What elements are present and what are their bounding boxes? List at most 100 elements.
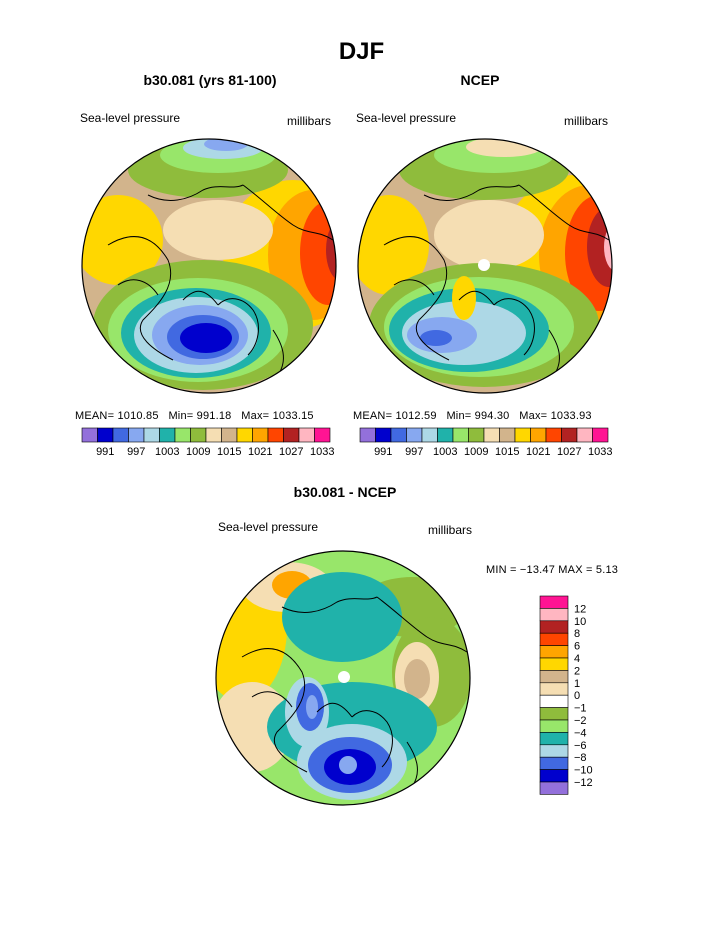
- panel1-min-value: 991.18: [196, 410, 232, 422]
- panel1-colorbar-box: [174, 427, 191, 443]
- panel3-stats: MIN = −13.47 MAX = 5.13: [486, 564, 619, 576]
- panel3-colorbar-box: [539, 682, 569, 696]
- panel1-colorbar-tick-label: 1033: [310, 446, 334, 458]
- panel3-title: b30.081 - NCEP: [293, 484, 397, 500]
- panel3-colorbar-box: [539, 595, 569, 609]
- panel2-max-value: 1033.93: [550, 410, 592, 422]
- panel2-colorbar-box: [514, 427, 531, 443]
- panel1-max-value: 1033.15: [272, 410, 314, 422]
- panel1-units-label: millibars: [287, 114, 332, 128]
- panel2-colorbar-tick-label: 1015: [495, 446, 519, 458]
- panel3-colorbar-tick-label: 10: [574, 616, 586, 628]
- panel3-units-label: millibars: [428, 523, 473, 537]
- panel2-title: NCEP: [460, 72, 500, 88]
- panel3-colorbar-tick-label: −12: [574, 777, 593, 789]
- panel3-colorbar-box: [539, 732, 569, 746]
- panel3-colorbar-tick-label: −4: [574, 727, 587, 739]
- panel3-colorbar-box: [539, 620, 569, 634]
- panel3-colorbar-box: [539, 769, 569, 783]
- panel3-colorbar-tick-label: −10: [574, 765, 593, 777]
- panel2-colorbar-box: [468, 427, 485, 443]
- panel1-title: b30.081 (yrs 81-100): [143, 72, 277, 88]
- panel3-colorbar-tick-label: 0: [574, 690, 580, 702]
- panel1-colorbar-box: [205, 427, 222, 443]
- panel3-colorbar-tick-label: 12: [574, 603, 586, 615]
- panel2-mean-label: MEAN=: [353, 410, 393, 422]
- panel3-colorbar-box: [539, 781, 569, 795]
- panel1-polar-map: [81, 138, 337, 394]
- panel1-mean-value: 1010.85: [117, 410, 159, 422]
- panel3-colorbar-box: [539, 756, 569, 770]
- panel2-min-value: 994.30: [474, 410, 510, 422]
- panel3-colorbar-tick-label: −8: [574, 752, 587, 764]
- panel2-colorbar-box: [499, 427, 516, 443]
- panel3-colorbar-box: [539, 645, 569, 659]
- panel1-colorbar-box: [159, 427, 176, 443]
- panel3-colorbar-tick-label: 6: [574, 641, 580, 653]
- panel1-colorbar-box: [267, 427, 284, 443]
- panel3-colorbar-box: [539, 719, 569, 733]
- panel3-colorbar-tick-label: 8: [574, 628, 580, 640]
- panel3-colorbar-tick-label: 2: [574, 665, 580, 677]
- panel2-colorbar-box: [530, 427, 547, 443]
- panel1-colorbar: 991 997 1003 1009 1015 1021 1027 1033: [81, 427, 334, 458]
- panel1-stats: MEAN= 1010.85 Min= 991.18 Max= 1033.15: [75, 410, 314, 422]
- panel1-colorbar-box: [128, 427, 145, 443]
- panel1-colorbar-tick-label: 1027: [279, 446, 303, 458]
- panel1-colorbar-box: [112, 427, 129, 443]
- panel2-colorbar-box: [483, 427, 500, 443]
- panel1-colorbar-box: [236, 427, 253, 443]
- panel2-colorbar-box: [452, 427, 469, 443]
- panel2-colorbar-box: [592, 427, 609, 443]
- panel1-colorbar-box: [298, 427, 315, 443]
- panel2-colorbar-box: [375, 427, 392, 443]
- panel2-units-label: millibars: [564, 114, 609, 128]
- panel3-colorbar-box: [539, 707, 569, 721]
- panel3-colorbar-tick-label: −2: [574, 715, 587, 727]
- panel2-colorbar-box: [561, 427, 578, 443]
- panel3-colorbar-tick-label: 4: [574, 653, 580, 665]
- panel2-colorbar-tick-label: 997: [405, 446, 423, 458]
- panel2-variable-label: Sea-level pressure: [356, 111, 457, 125]
- panel2-colorbar-tick-label: 1027: [557, 446, 581, 458]
- panel3-colorbar-box: [539, 744, 569, 758]
- page-title: DJF: [338, 38, 385, 65]
- panel1-colorbar-box: [143, 427, 160, 443]
- panel1-colorbar-tick-label: 997: [127, 446, 145, 458]
- panel1-mean-label: MEAN=: [75, 410, 115, 422]
- panel1-colorbar-box: [81, 427, 98, 443]
- panel2-colorbar-box: [406, 427, 423, 443]
- panel2-colorbar-box: [437, 427, 454, 443]
- panel1-colorbar-box: [283, 427, 300, 443]
- panel1-colorbar-tick-label: 1003: [155, 446, 179, 458]
- panel2-colorbar-box: [421, 427, 438, 443]
- panel3-colorbar-tick-label: −1: [574, 703, 587, 715]
- panel3-colorbar-box: [539, 608, 569, 622]
- panel1-colorbar-tick-label: 991: [96, 446, 114, 458]
- panel3-colorbar-box: [539, 632, 569, 646]
- panel1-colorbar-box: [314, 427, 331, 443]
- panel3-colorbar-tick-label: 1: [574, 678, 580, 690]
- panel3-colorbar-box: [539, 657, 569, 671]
- panel1-max-label: Max=: [241, 410, 270, 422]
- panel2-mean-value: 1012.59: [395, 410, 437, 422]
- panel1-colorbar-box: [221, 427, 238, 443]
- panel2-colorbar-tick-label: 1021: [526, 446, 550, 458]
- panel2-colorbar-box: [390, 427, 407, 443]
- panel1-colorbar-tick-label: 1021: [248, 446, 272, 458]
- panel2-max-label: Max=: [519, 410, 548, 422]
- panel1-colorbar-box: [97, 427, 114, 443]
- panel3-polar-map: [215, 550, 471, 806]
- panel1-colorbar-tick-label: 1015: [217, 446, 241, 458]
- panel2-colorbar-box: [576, 427, 593, 443]
- panel1-colorbar-box: [252, 427, 269, 443]
- panel1-min-label: Min=: [168, 410, 194, 422]
- panel2-min-label: Min=: [446, 410, 472, 422]
- panel2-colorbar-box: [545, 427, 562, 443]
- panel3-colorbar-tick-label: −6: [574, 740, 587, 752]
- panel2-colorbar: 991 997 1003 1009 1015 1021 1027 1033: [359, 427, 612, 458]
- panel2-colorbar-tick-label: 1033: [588, 446, 612, 458]
- panel2-stats: MEAN= 1012.59 Min= 994.30 Max= 1033.93: [353, 410, 592, 422]
- panel2-colorbar-tick-label: 1003: [433, 446, 457, 458]
